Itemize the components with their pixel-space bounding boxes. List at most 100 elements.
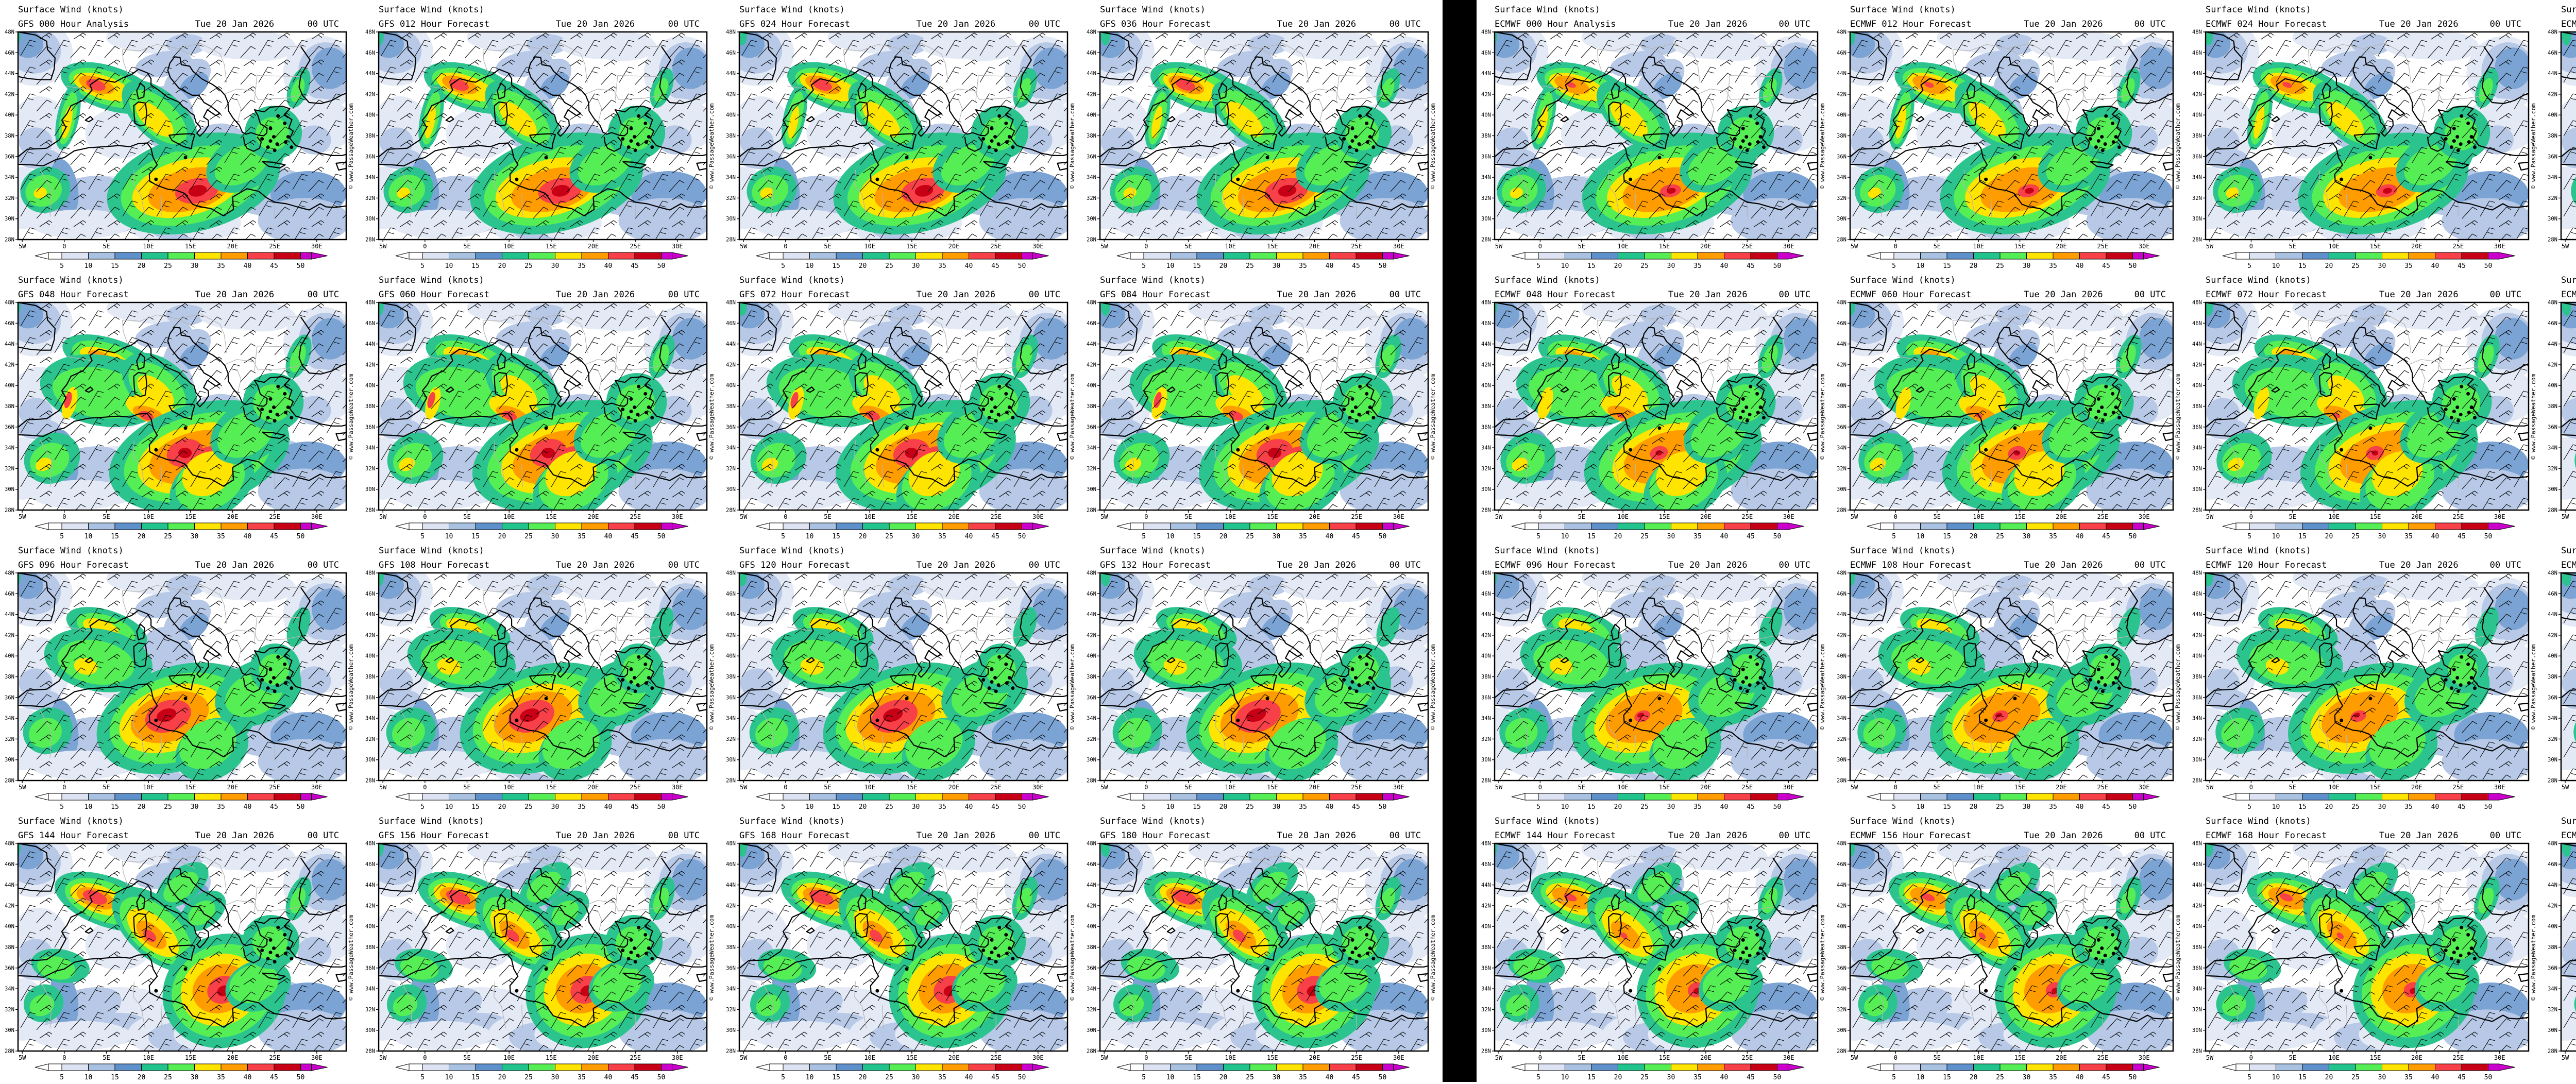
lat-label: 38N [1481, 403, 1491, 410]
map-area [2561, 32, 2576, 240]
lat-label: 46N [365, 861, 375, 868]
lat-label: 36N [1481, 965, 1491, 971]
colorbar-tick-label: 25 [1996, 1074, 2004, 1081]
lat-label: 46N [1087, 320, 1096, 327]
lat-label: 30N [2548, 1027, 2557, 1034]
lon-label: 5E [103, 243, 110, 250]
country-borders [760, 854, 1022, 1028]
lat-label: 30N [1481, 216, 1491, 222]
lat-label: 36N [365, 424, 375, 430]
lat-label: 44N [726, 341, 736, 347]
lat-label: 32N [365, 195, 375, 201]
lat-label: 30N [365, 216, 375, 222]
lat-label: 42N [365, 632, 375, 638]
coastlines [379, 32, 707, 216]
colorbar-tick-label: 20 [859, 262, 867, 270]
lon-label: 15E [185, 784, 196, 791]
colorbar-tick-label: 50 [1773, 803, 1782, 811]
lat-label: 36N [1837, 154, 1846, 160]
lon-label: 30E [2139, 784, 2150, 791]
lon-label: 20E [1700, 243, 1711, 250]
wind-map-svg: Surface Wind (knots) GFS 096 Hour Forecas… [5, 546, 354, 811]
lon-label: 30E [672, 513, 683, 520]
lat-label: 32N [1481, 1007, 1491, 1013]
forecast-panel-ecmwf-144: Surface Wind (knots) ECMWF 144 Hour Forec… [1477, 811, 1832, 1082]
lon-label: 5E [463, 513, 470, 520]
lat-label: 30N [1837, 216, 1846, 222]
lat-label: 46N [365, 320, 375, 327]
colorbar-tick-label: 45 [1352, 533, 1360, 540]
colorbar-tick-label: 45 [2458, 1074, 2466, 1081]
colorbar-tick-label: 25 [885, 803, 893, 811]
colorbar-tick-label: 25 [2351, 803, 2360, 811]
wind-barbs [379, 843, 707, 1051]
lon-label: 20E [227, 243, 239, 250]
lat-label: 42N [1087, 903, 1096, 909]
lat-label: 38N [2192, 674, 2202, 680]
lon-label: 30E [1393, 784, 1404, 791]
panel-utc: 00 UTC [2134, 290, 2166, 300]
panel-utc: 00 UTC [2490, 831, 2521, 841]
map-area [2561, 573, 2576, 781]
colorbar-tick-label: 50 [1018, 803, 1026, 811]
panel-subtitle: ECMWF 108 Hour Forecast [1850, 560, 1971, 570]
lat-label: 42N [726, 91, 736, 97]
colorbar-tick-label: 40 [965, 533, 973, 540]
lon-label: 20E [2056, 243, 2067, 250]
panel-subtitle: GFS 108 Hour Forecast [379, 560, 489, 570]
wind-map-svg: Surface Wind (knots) GFS 012 Hour Forecas… [365, 5, 715, 270]
lat-label: 38N [726, 944, 736, 951]
lon-label: 5W [1100, 513, 1108, 520]
colorbar-tick-label: 30 [1667, 1074, 1675, 1081]
lat-label: 36N [2548, 965, 2557, 971]
lat-label: 32N [1837, 195, 1846, 201]
lon-label: 5E [103, 1054, 110, 1061]
colorbar-tick-label: 20 [2325, 533, 2333, 540]
panel-date: Tue 20 Jan 2026 [195, 19, 275, 29]
lon-label: 20E [588, 1054, 599, 1061]
lat-label: 28N [5, 237, 14, 243]
colorbar-tick-label: 5 [781, 1074, 785, 1081]
lon-label: 5E [1578, 243, 1585, 250]
lon-label: 10E [1973, 784, 1984, 791]
colorbar-tick-label: 15 [2298, 533, 2307, 540]
colorbar-tick-label: 25 [2351, 533, 2360, 540]
lat-label: 46N [2548, 591, 2557, 597]
panel-subtitle: GFS 156 Hour Forecast [379, 831, 489, 841]
lon-label: 25E [990, 513, 1002, 520]
lon-label: 20E [2056, 513, 2067, 520]
lon-label: 25E [990, 784, 1002, 791]
lon-label: 5W [2562, 513, 2569, 520]
lat-label: 38N [1087, 133, 1096, 139]
colorbar-tick-label: 20 [859, 1074, 867, 1081]
wind-map-svg: Surface Wind (knots) GFS 132 Hour Forecas… [1087, 546, 1436, 811]
copyright-watermark: © www.PassageWeather.com [2530, 644, 2537, 730]
colorbar-tick-label: 30 [551, 803, 560, 811]
colorbar-tick-label: 35 [578, 262, 586, 270]
lat-axis: 48N 46N 44N 42N 40N 38N 36N 34N 32N 30N 28N [2548, 29, 2561, 243]
lon-label: 10E [143, 784, 154, 791]
colorbar-tick-label: 45 [2102, 262, 2110, 270]
copyright-watermark: © www.PassageWeather.com [1819, 374, 1826, 459]
colorbar-tick-label: 45 [270, 533, 278, 540]
lat-label: 40N [1837, 653, 1846, 659]
lon-label: 25E [1351, 784, 1362, 791]
wind-map-svg: Surface Wind (knots) GFS 036 Hour Forecas… [1087, 5, 1436, 270]
colorbar-tick-label: 50 [2129, 803, 2137, 811]
coastlines [1850, 843, 2173, 1028]
colorbar-tick-label: 15 [1587, 533, 1596, 540]
lat-label: 46N [5, 320, 14, 327]
wind-barbs [2206, 302, 2529, 510]
lat-label: 34N [365, 986, 375, 992]
forecast-panel-ecmwf-108: Surface Wind (knots) ECMWF 108 Hour Forec… [1832, 541, 2188, 811]
panel-subtitle: ECMWF 096 Hour Forecast [1495, 560, 1616, 570]
wind-speed-colorbar: 5 10 15 20 25 30 35 40 45 50 [1116, 522, 1410, 540]
colorbar-tick-label: 25 [524, 803, 533, 811]
panel-title: Surface Wind (knots) [739, 5, 845, 15]
coastlines [1100, 32, 1428, 216]
panel-date: Tue 20 Jan 2026 [917, 19, 996, 29]
